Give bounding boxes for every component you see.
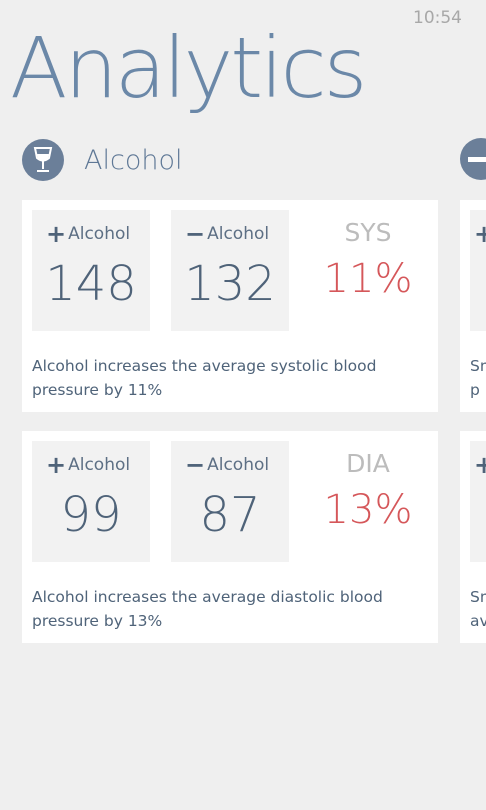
with-alcohol-tile: + Alcohol 99 <box>32 441 150 562</box>
metric-percent: 13% <box>323 487 413 533</box>
with-alcohol-value: 99 <box>60 487 122 543</box>
plus-icon: + <box>46 220 67 248</box>
minus-icon: − <box>185 220 206 248</box>
wine-glass-icon <box>22 139 64 181</box>
next-systolic-card[interactable]: + Sm p <box>460 200 486 412</box>
without-alcohol-value: 87 <box>199 487 261 543</box>
with-alcohol-label: Alcohol <box>68 224 131 244</box>
without-alcohol-label: Alcohol <box>207 455 270 475</box>
diastolic-card[interactable]: + Alcohol 99 − Alcohol 87 DIA 13% Alcoho… <box>22 431 438 643</box>
next-diastolic-card[interactable]: + Sm av <box>460 431 486 643</box>
with-alcohol-tile: + Alcohol 148 <box>32 210 150 331</box>
next-card-description: Sm p <box>470 357 486 399</box>
minus-icon: − <box>185 451 206 479</box>
plus-icon: + <box>474 451 486 479</box>
section-label: Alcohol <box>84 144 183 176</box>
section-header[interactable]: Alcohol <box>22 138 182 182</box>
plus-icon: + <box>46 451 67 479</box>
plus-icon: + <box>474 220 486 248</box>
without-alcohol-value: 132 <box>184 256 276 312</box>
card-description: Alcohol increases the average systolic b… <box>32 357 377 399</box>
metric-label: SYS <box>344 218 392 247</box>
without-alcohol-label: Alcohol <box>207 224 270 244</box>
without-alcohol-tile: − Alcohol 132 <box>171 210 289 331</box>
cigarette-icon[interactable] <box>460 138 486 180</box>
card-description: Alcohol increases the average diastolic … <box>32 588 383 630</box>
without-alcohol-tile: − Alcohol 87 <box>171 441 289 562</box>
with-alcohol-label: Alcohol <box>68 455 131 475</box>
with-alcohol-value: 148 <box>45 256 137 312</box>
metric-label: DIA <box>346 449 390 478</box>
page-title: Analytics <box>10 19 367 117</box>
systolic-card[interactable]: + Alcohol 148 − Alcohol 132 SYS 11% Alco… <box>22 200 438 412</box>
metric-percent: 11% <box>323 256 413 302</box>
next-card-description: Sm av <box>470 588 486 630</box>
status-time: 10:54 <box>413 8 462 28</box>
